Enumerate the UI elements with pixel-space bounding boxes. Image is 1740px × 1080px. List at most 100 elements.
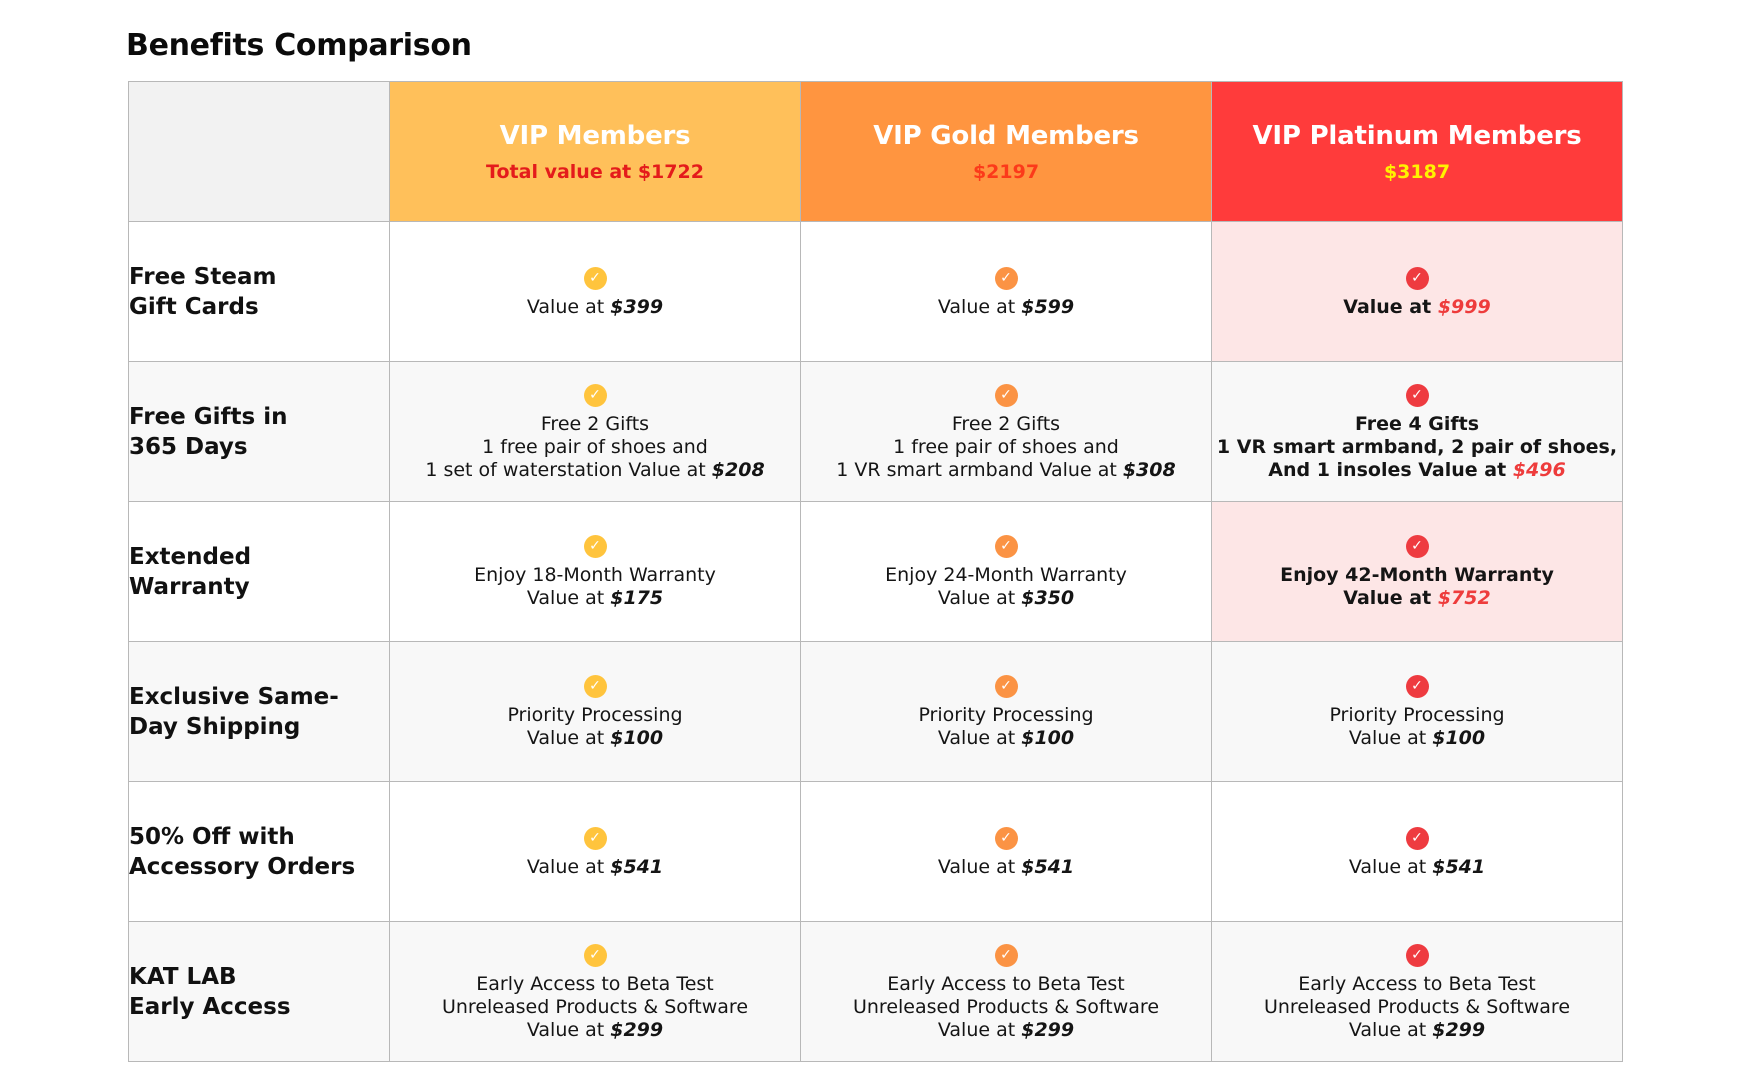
tier-name: VIP Members: [499, 120, 691, 151]
benefit-cell-gold: ✓ Free 2 Gifts 1 free pair of shoes and 1 V…: [800, 361, 1212, 502]
feature-label-line: Accessory Orders: [129, 853, 356, 880]
tier-total-value: Total value at $1722: [486, 160, 704, 183]
benefit-value-line: Value at $999: [1212, 296, 1622, 319]
tier-vip-header: VIP Members Total value at $1722: [389, 81, 801, 222]
benefit-text-line: Early Access to Beta Test: [476, 972, 714, 995]
benefit-text-line: Enjoy 18-Month Warranty: [474, 564, 716, 586]
check-circle-icon: ✓: [994, 266, 1018, 290]
benefit-value-line: Value at $175: [390, 587, 800, 610]
feature-label-line: Gift Cards: [129, 293, 259, 320]
benefit-value-line: Value at $599: [801, 296, 1211, 319]
benefit-cell-platinum: ✓ Priority Processing Value at $100: [1211, 641, 1623, 782]
benefit-row: Extended Warranty ✓ Enjoy 18-Month Warranty…: [128, 501, 1623, 642]
value-prefix: Value at: [526, 587, 611, 609]
benefit-cell-platinum: ✓ Early Access to Beta Test Unreleased Pro…: [1211, 921, 1623, 1062]
value-prefix: Value at: [1348, 727, 1433, 749]
benefit-row: KAT LAB Early Access ✓ Early Access to Beta…: [128, 921, 1623, 1062]
feature-label-line: Warranty: [129, 573, 250, 600]
value-prefix: Value at: [1343, 587, 1438, 609]
benefit-cell-vip: ✓ Value at $541: [389, 781, 801, 922]
benefit-text-line: Priority Processing: [918, 704, 1094, 726]
feature-label: 50% Off with Accessory Orders: [128, 781, 390, 922]
value-amount: $299: [1021, 1018, 1075, 1041]
feature-label-line: Free Gifts in: [129, 403, 288, 430]
check-circle-icon: ✓: [1405, 535, 1429, 558]
check-circle-icon: ✓: [994, 943, 1018, 967]
benefit-row: Exclusive Same- Day Shipping ✓ Priority Pro…: [128, 641, 1623, 782]
check-circle-icon: ✓: [1405, 943, 1429, 967]
check-circle-icon: ✓: [994, 535, 1018, 558]
value-prefix: 1 set of waterstation Value at: [425, 458, 712, 481]
benefit-value-line: Value at $541: [1212, 856, 1622, 879]
check-circle-icon: ✓: [583, 383, 607, 407]
value-amount: $599: [1021, 295, 1075, 318]
feature-label: Free Gifts in 365 Days: [128, 361, 390, 502]
value-prefix: Value at: [526, 295, 611, 318]
value-amount: $175: [610, 587, 664, 609]
value-prefix: And 1 insoles Value at: [1268, 458, 1513, 481]
value-prefix: Value at: [1343, 295, 1438, 318]
benefit-cell-platinum: ✓ Value at $999: [1211, 221, 1623, 362]
benefit-value-line: Value at $541: [390, 856, 800, 879]
benefit-cell-vip: ✓ Enjoy 18-Month Warranty Value at $175: [389, 501, 801, 642]
benefit-cell-gold: ✓ Priority Processing Value at $100: [800, 641, 1212, 782]
benefit-cell-vip: ✓ Free 2 Gifts 1 free pair of shoes and 1 s…: [389, 361, 801, 502]
benefits-comparison-table: VIP Members Total value at $1722 VIP Gol…: [128, 81, 1623, 1062]
check-circle-icon: ✓: [1405, 383, 1429, 407]
value-prefix: Value at: [937, 727, 1022, 749]
value-amount: $399: [610, 295, 664, 318]
value-amount: $208: [711, 458, 765, 481]
benefit-value-line: Value at $299: [1212, 1019, 1622, 1042]
benefit-value-line: Value at $752: [1212, 587, 1622, 610]
benefit-text-line: 1 free pair of shoes and: [893, 435, 1119, 458]
check-circle-icon: ✓: [994, 675, 1018, 698]
benefit-text-line: Enjoy 42-Month Warranty: [1280, 564, 1554, 586]
benefit-cell-gold: ✓ Enjoy 24-Month Warranty Value at $350: [800, 501, 1212, 642]
value-amount: $999: [1437, 295, 1491, 318]
corner-cell: [128, 81, 390, 222]
page-title: Benefits Comparison: [126, 28, 472, 63]
benefit-text-line: Unreleased Products & Software: [1263, 995, 1571, 1018]
value-amount: $100: [610, 727, 664, 749]
benefit-row: 50% Off with Accessory Orders ✓ Value at $5…: [128, 781, 1623, 922]
tier-name: VIP Platinum Members: [1252, 120, 1582, 151]
value-prefix: Value at: [937, 587, 1022, 609]
value-prefix: Value at: [526, 855, 611, 878]
value-amount: $496: [1512, 458, 1566, 481]
benefit-cell-platinum: ✓ Value at $541: [1211, 781, 1623, 922]
benefit-text-line: Unreleased Products & Software: [852, 995, 1160, 1018]
benefit-text-line: Free 2 Gifts: [951, 412, 1061, 435]
benefit-text-line: Priority Processing: [507, 704, 683, 726]
benefit-text-line: 1 free pair of shoes and: [482, 435, 708, 458]
benefit-cell-platinum: ✓ Free 4 Gifts 1 VR smart armband, 2 pair …: [1211, 361, 1623, 502]
benefit-text-line: Early Access to Beta Test: [887, 972, 1125, 995]
benefit-cell-vip: ✓ Value at $399: [389, 221, 801, 362]
benefit-value-line: Value at $100: [801, 727, 1211, 750]
feature-label-line: KAT LAB: [129, 963, 237, 990]
benefit-value-line: Value at $350: [801, 587, 1211, 610]
check-circle-icon: ✓: [1405, 826, 1429, 850]
benefit-text-line: Free 4 Gifts: [1354, 412, 1480, 435]
check-circle-icon: ✓: [583, 535, 607, 558]
check-circle-icon: ✓: [1405, 675, 1429, 698]
feature-label-line: 365 Days: [129, 433, 248, 460]
value-amount: $541: [610, 855, 664, 878]
value-amount: $299: [1432, 1018, 1486, 1041]
benefit-text-line: 1 VR smart armband, 2 pair of shoes,: [1216, 435, 1618, 458]
benefit-text-line: Early Access to Beta Test: [1298, 972, 1536, 995]
benefit-text-line: Unreleased Products & Software: [441, 995, 749, 1018]
value-amount: $299: [610, 1018, 664, 1041]
check-circle-icon: ✓: [583, 943, 607, 967]
benefit-text-line: Priority Processing: [1329, 704, 1505, 726]
value-prefix: Value at: [1348, 855, 1433, 878]
benefit-value-line: And 1 insoles Value at $496: [1212, 459, 1622, 482]
tier-header-row: VIP Members Total value at $1722 VIP Gol…: [128, 81, 1623, 222]
tier-platinum-header: VIP Platinum Members $3187: [1211, 81, 1623, 222]
benefit-value-line: 1 set of waterstation Value at $208: [390, 459, 800, 482]
benefit-value-line: Value at $100: [1212, 727, 1622, 750]
benefit-cell-platinum: ✓ Enjoy 42-Month Warranty Value at $752: [1211, 501, 1623, 642]
benefit-cell-gold: ✓ Early Access to Beta Test Unreleased Pro…: [800, 921, 1212, 1062]
benefit-value-line: Value at $541: [801, 856, 1211, 879]
benefit-cell-vip: ✓ Early Access to Beta Test Unreleased Pro…: [389, 921, 801, 1062]
benefit-value-line: Value at $399: [390, 296, 800, 319]
